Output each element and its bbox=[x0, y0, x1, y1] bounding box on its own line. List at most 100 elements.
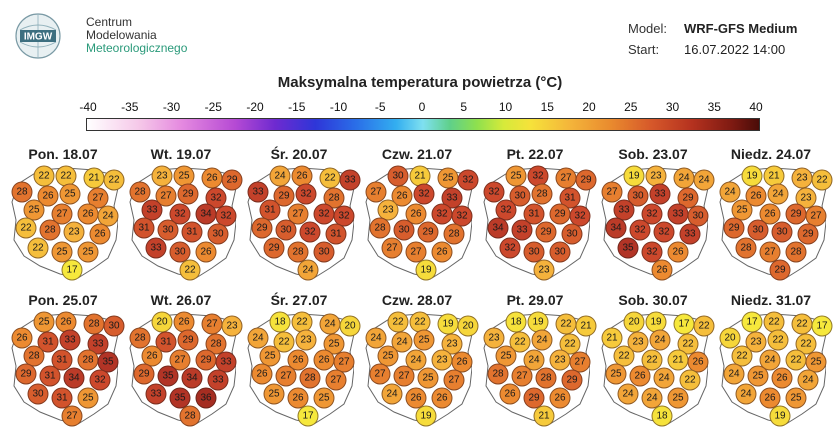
temperature-marker: 33 bbox=[339, 169, 361, 191]
start-value: 16.07.2022 14:00 bbox=[684, 42, 786, 57]
temperature-marker: 17 bbox=[741, 311, 763, 333]
temperature-marker: 24 bbox=[735, 383, 757, 405]
temperature-marker: 32 bbox=[215, 205, 237, 227]
temperature-marker: 22 bbox=[559, 333, 581, 355]
colorbar-tick: -10 bbox=[329, 100, 348, 114]
temperature-marker: 25 bbox=[747, 365, 769, 387]
temperature-marker: 35 bbox=[169, 387, 191, 409]
temperature-marker: 28 bbox=[77, 349, 99, 371]
temperature-marker: 25 bbox=[77, 387, 99, 409]
day-label: Pon. 18.07 bbox=[28, 146, 98, 162]
colorbar-tick: 5 bbox=[460, 100, 468, 114]
temperature-marker: 25 bbox=[731, 199, 753, 221]
temperature-marker: 17 bbox=[811, 315, 833, 337]
colorbar-tick: -20 bbox=[246, 100, 264, 114]
temperature-marker: 26 bbox=[431, 387, 453, 409]
temperature-marker: 25 bbox=[785, 387, 807, 409]
temperature-marker: 30 bbox=[627, 185, 649, 207]
temperature-marker: 24 bbox=[381, 383, 403, 405]
temperature-marker: 24 bbox=[523, 349, 545, 371]
temperature-marker: 30 bbox=[549, 241, 571, 263]
temperature-marker: 22 bbox=[33, 165, 55, 187]
day-panel: Niedz. 24.07 19 21 23 22 24 26 24 23 25 26 29 27 29 30… bbox=[712, 146, 833, 286]
poland-map: 18 22 24 20 24 22 23 25 25 26 26 27 26 27 28 27 25 26 25 17 bbox=[246, 311, 361, 428]
poland-map: 18 19 22 21 23 22 24 22 25 24 23 27 28 27 28 29 26 29 26 21 bbox=[482, 311, 597, 428]
temperature-marker: 18 bbox=[269, 311, 291, 333]
temperature-marker: 31 bbox=[523, 203, 545, 225]
temperature-marker: 29 bbox=[549, 203, 571, 225]
temperature-marker: 22 bbox=[785, 349, 807, 371]
poland-map: 17 22 22 17 20 23 22 22 22 24 22 25 24 25 26 24 24 26 25 19 bbox=[718, 311, 833, 428]
day-label: Niedz. 31.07 bbox=[730, 292, 812, 308]
temperature-marker: 25 bbox=[377, 345, 399, 367]
day-label: Wt. 26.07 bbox=[150, 292, 212, 308]
day-panel: Wt. 26.07 20 26 27 23 28 31 29 28 26 27 29 33 29 35 34 3… bbox=[122, 292, 243, 432]
temperature-marker: 30 bbox=[313, 241, 335, 263]
temperature-marker: 32 bbox=[641, 203, 663, 225]
temperature-marker: 35 bbox=[617, 237, 639, 259]
poland-map: 24 26 22 33 33 29 32 28 31 27 32 32 29 30 32 31 29 28 30 24 bbox=[246, 165, 361, 282]
temperature-marker: 24 bbox=[723, 363, 745, 385]
temperature-marker: 26 bbox=[173, 311, 195, 333]
temperature-marker: 26 bbox=[629, 365, 651, 387]
temperature-marker: 26 bbox=[651, 259, 673, 281]
logo-badge-text: IMGW bbox=[24, 32, 53, 43]
temperature-marker: 27 bbox=[405, 241, 427, 263]
day-panel: Czw. 21.07 30 21 25 32 27 26 32 33 23 26 32 32 28 30 29… bbox=[358, 146, 479, 286]
temperature-marker: 20 bbox=[623, 311, 645, 333]
temperature-marker: 31 bbox=[51, 349, 73, 371]
temperature-marker: 33 bbox=[667, 203, 689, 225]
temperature-marker: 30 bbox=[771, 221, 793, 243]
temperature-marker: 23 bbox=[441, 333, 463, 355]
temperature-marker: 18 bbox=[651, 405, 673, 427]
temperature-marker: 19 bbox=[415, 259, 437, 281]
temperature-marker: 33 bbox=[145, 237, 167, 259]
logo-text: Centrum Modelowania Meteorologicznego bbox=[86, 16, 187, 55]
temperature-marker: 20 bbox=[457, 315, 479, 337]
temperature-marker: 32 bbox=[431, 203, 453, 225]
temperature-marker: 22 bbox=[811, 169, 833, 191]
temperature-marker: 30 bbox=[523, 241, 545, 263]
colorbar-tick: 30 bbox=[665, 100, 680, 114]
day-panel: Sob. 23.07 19 23 24 24 27 30 33 29 33 32 33 30 34 32 32… bbox=[594, 146, 715, 286]
temperature-marker: 22 bbox=[27, 237, 49, 259]
temperature-marker: 24 bbox=[693, 169, 715, 191]
temperature-marker: 27 bbox=[325, 369, 347, 391]
temperature-marker: 23 bbox=[63, 221, 85, 243]
day-label: Pon. 25.07 bbox=[28, 292, 98, 308]
temperature-marker: 29 bbox=[561, 369, 583, 391]
day-panel: Pt. 29.07 18 19 22 21 23 22 24 22 25 24 23 27 28 27 28 2… bbox=[476, 292, 597, 432]
temperature-marker: 29 bbox=[133, 363, 155, 385]
temperature-marker: 28 bbox=[323, 187, 345, 209]
temperature-marker: 28 bbox=[287, 241, 309, 263]
temperature-marker: 29 bbox=[575, 169, 597, 191]
temperature-marker: 30 bbox=[207, 223, 229, 245]
map-title: Maksymalna temperatura powietrza (°C) bbox=[277, 74, 563, 91]
temperature-marker: 29 bbox=[15, 363, 37, 385]
temperature-marker: 21 bbox=[601, 327, 623, 349]
logo-line-3: Meteorologicznego bbox=[86, 41, 188, 55]
colorbar-tick: 40 bbox=[749, 100, 763, 114]
poland-map: 20 19 17 22 21 23 24 22 22 22 21 26 25 26 24 22 24 24 25 18 bbox=[600, 311, 715, 428]
poland-map: 25 26 28 30 26 31 33 33 28 31 28 35 29 31 34 32 30 31 25 27 bbox=[10, 311, 125, 428]
temperature-marker: 26 bbox=[291, 165, 313, 187]
temperature-marker: 28 bbox=[531, 183, 553, 205]
temperature-marker: 28 bbox=[83, 313, 105, 335]
temperature-marker: 27 bbox=[381, 237, 403, 259]
model-label: Model: bbox=[628, 21, 668, 36]
temperature-marker: 28 bbox=[487, 363, 509, 385]
temperature-marker: 17 bbox=[673, 313, 695, 335]
temperature-marker: 24 bbox=[759, 349, 781, 371]
temperature-marker: 29 bbox=[177, 183, 199, 205]
temperature-marker: 32 bbox=[641, 241, 663, 263]
day-panel: Pt. 22.07 25 32 27 29 32 30 28 31 32 31 29 32 34 33 29 3… bbox=[476, 146, 597, 286]
temperature-marker: 32 bbox=[413, 183, 435, 205]
temperature-marker: 25 bbox=[59, 183, 81, 205]
temperature-marker: 29 bbox=[769, 259, 791, 281]
temperature-marker: 35 bbox=[97, 351, 119, 373]
temperature-marker: 30 bbox=[157, 219, 179, 241]
day-panel: Wt. 19.07 23 25 26 29 28 27 29 32 33 32 34 32 31 30 31 3… bbox=[122, 146, 243, 286]
day-panel: Sob. 30.07 20 19 17 22 21 23 24 22 22 22 21 26 25 26 24… bbox=[594, 292, 715, 432]
temperature-marker: 31 bbox=[39, 365, 61, 387]
temperature-marker: 24 bbox=[641, 387, 663, 409]
